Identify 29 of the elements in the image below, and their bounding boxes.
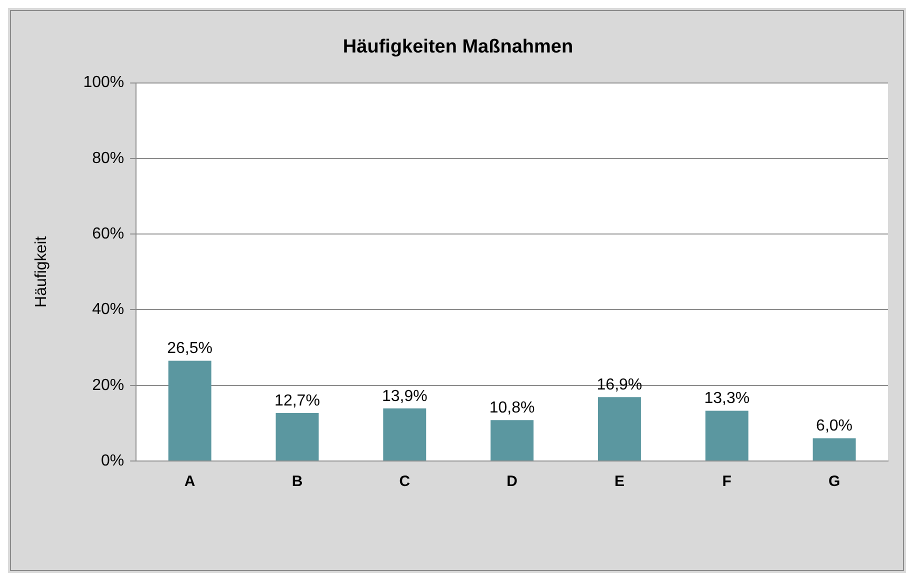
x-tick-label: E — [614, 473, 624, 490]
x-tick-label: A — [184, 473, 196, 490]
x-tick-label: F — [722, 473, 732, 490]
data-label: 12,7% — [274, 392, 320, 410]
y-tick-label: 60% — [92, 225, 124, 242]
bar — [490, 420, 534, 460]
y-tick-label: 80% — [92, 150, 124, 167]
data-label: 10,8% — [489, 400, 535, 417]
x-tick-label: G — [828, 473, 840, 490]
x-tick-label: B — [292, 473, 303, 490]
y-axis-title: Häufigkeit — [33, 236, 50, 308]
y-tick-label: 0% — [100, 452, 124, 470]
y-tick-label: 100% — [83, 74, 124, 92]
bar — [812, 438, 856, 460]
x-tick-label: C — [399, 473, 410, 490]
data-label: 16,9% — [596, 376, 642, 394]
data-label: 6,0% — [816, 418, 853, 435]
chart-title: Häufigkeiten Maßnahmen — [342, 36, 574, 58]
y-tick-label: 40% — [92, 301, 124, 318]
data-label: 13,9% — [382, 388, 428, 405]
data-label: 13,3% — [704, 390, 750, 408]
data-label: 26,5% — [167, 340, 213, 358]
bar — [598, 397, 641, 460]
y-tick-label: 20% — [92, 376, 124, 394]
x-tick-label: D — [506, 473, 518, 490]
bar — [383, 408, 426, 460]
bar — [705, 410, 748, 460]
bar — [276, 412, 319, 460]
bar — [168, 360, 212, 460]
